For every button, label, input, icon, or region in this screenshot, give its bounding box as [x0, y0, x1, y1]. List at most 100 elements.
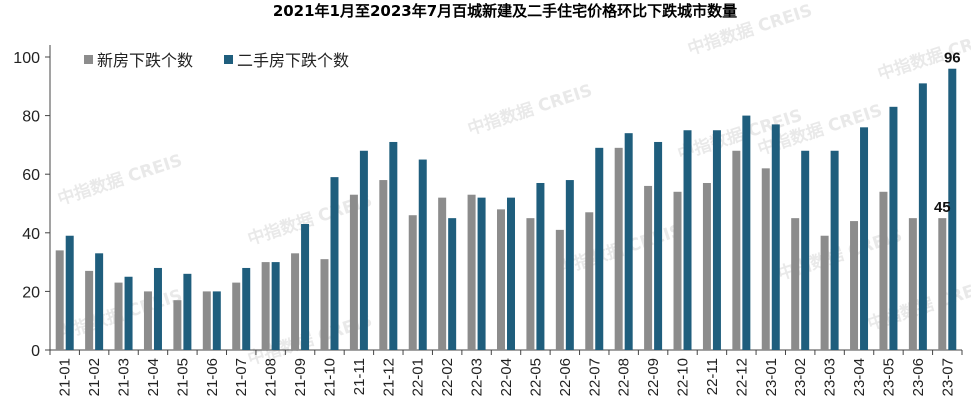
x-tick-label: 23-03 — [822, 358, 839, 396]
new-home-bar — [438, 197, 447, 350]
second-hand-bar — [595, 147, 604, 350]
second-hand-bar — [860, 127, 869, 350]
x-tick-label: 22-03 — [469, 358, 486, 396]
second-hand-bar — [389, 141, 398, 350]
new-home-bar — [879, 191, 888, 350]
new-home-bar — [732, 150, 741, 350]
new-home-bar — [114, 282, 123, 350]
x-tick-label: 22-02 — [439, 358, 456, 396]
second-hand-bar — [948, 68, 957, 350]
y-tick-label: 20 — [22, 284, 40, 301]
legend: 新房下跌个数 二手房下跌个数 — [84, 51, 349, 70]
x-tick-label: 23-07 — [939, 358, 956, 396]
x-tick-label: 22-05 — [527, 358, 544, 396]
new-home-bar — [938, 218, 947, 350]
bars-layer — [55, 68, 957, 351]
second-hand-bar — [654, 141, 663, 350]
chart-title: 2021年1月至2023年7月百城新建及二手住宅价格环比下跌城市数量 — [273, 2, 737, 20]
y-tick-label: 0 — [31, 343, 40, 360]
x-tick-label: 22-01 — [410, 358, 427, 396]
new-home-bar — [555, 229, 564, 350]
new-home-bar — [820, 235, 829, 350]
second-hand-bar — [801, 150, 810, 350]
watermark-text: 中指数据 CREIS — [465, 80, 595, 140]
second-hand-bar — [330, 177, 339, 350]
new-home-bar — [761, 168, 770, 350]
x-tick-label: 21-01 — [57, 358, 74, 396]
y-tick-label: 100 — [13, 50, 40, 67]
second-hand-bar — [301, 224, 310, 350]
second-hand-bar — [212, 291, 221, 350]
second-hand-bar — [624, 133, 633, 350]
new-home-bar — [232, 282, 241, 350]
x-tick-label: 22-12 — [733, 358, 750, 396]
data-label: 96 — [944, 50, 961, 67]
new-home-bar — [291, 253, 300, 350]
second-hand-bar — [918, 83, 927, 351]
new-home-bar — [349, 194, 358, 350]
second-hand-bar — [95, 253, 104, 350]
x-tick-label: 22-10 — [675, 358, 692, 396]
x-tick-label: 22-07 — [586, 358, 603, 396]
new-home-bar — [908, 218, 917, 350]
data-label: 45 — [934, 199, 951, 216]
watermark-text: 中指数据 CREIS — [55, 150, 185, 210]
second-hand-bar — [565, 180, 574, 350]
new-home-bar — [55, 250, 64, 350]
x-tick-label: 23-05 — [880, 358, 897, 396]
y-tick-label: 80 — [22, 109, 40, 126]
new-home-bar — [614, 147, 623, 350]
second-hand-bar — [153, 267, 162, 350]
new-home-bar — [467, 194, 476, 350]
y-tick-label: 40 — [22, 226, 40, 243]
new-home-bar — [173, 300, 182, 350]
x-tick-label: 23-06 — [910, 358, 927, 396]
second-hand-bar — [359, 150, 368, 350]
y-axis: 0 20 40 60 80 100 — [13, 45, 51, 360]
second-hand-bar — [124, 276, 133, 350]
second-hand-bar — [448, 218, 457, 350]
x-tick-label: 22-09 — [645, 358, 662, 396]
x-tick-label: 21-12 — [380, 358, 397, 396]
legend-swatch-new-home — [84, 55, 93, 64]
x-tick-label: 21-08 — [263, 358, 280, 396]
new-home-bar — [850, 221, 859, 350]
x-tick-label: 23-01 — [763, 358, 780, 396]
new-home-bar — [526, 218, 535, 350]
second-hand-bar — [712, 130, 721, 350]
new-home-bar — [791, 218, 800, 350]
x-tick-label: 21-06 — [204, 358, 221, 396]
x-tick-label: 22-06 — [557, 358, 574, 396]
second-hand-bar — [507, 197, 515, 350]
x-tick-label: 21-10 — [321, 358, 338, 396]
new-home-bar — [320, 259, 329, 350]
new-home-bar — [261, 262, 270, 350]
second-hand-bar — [183, 273, 192, 350]
new-home-bar — [85, 270, 94, 350]
legend-swatch-second-hand — [224, 55, 233, 64]
x-tick-label: 23-04 — [851, 358, 868, 396]
x-tick-label: 22-11 — [704, 358, 721, 395]
new-home-bar — [202, 291, 211, 350]
second-hand-bar — [418, 159, 427, 350]
second-hand-bar — [477, 197, 486, 350]
new-home-bar — [673, 191, 682, 350]
x-tick-label: 21-11 — [351, 358, 368, 395]
second-hand-bar — [771, 124, 780, 350]
second-hand-bar — [683, 130, 692, 350]
new-home-bar — [585, 212, 594, 350]
x-tick-label: 21-04 — [145, 358, 162, 396]
new-home-bar — [702, 182, 711, 350]
y-tick-label: 60 — [22, 167, 40, 184]
legend-label: 新房下跌个数 — [97, 51, 193, 70]
x-axis: 21-01 21-02 21-03 21-04 21-05 21-06 21-07 21-08… — [49, 349, 963, 396]
second-hand-bar — [65, 235, 74, 350]
x-tick-label: 22-04 — [498, 358, 515, 396]
new-home-bar — [143, 291, 152, 350]
data-labels-layer: 96 45 — [934, 50, 961, 216]
x-tick-label: 21-02 — [86, 358, 103, 396]
x-tick-label: 21-05 — [174, 358, 191, 396]
second-hand-bar — [830, 150, 839, 350]
new-home-bar — [379, 180, 388, 350]
